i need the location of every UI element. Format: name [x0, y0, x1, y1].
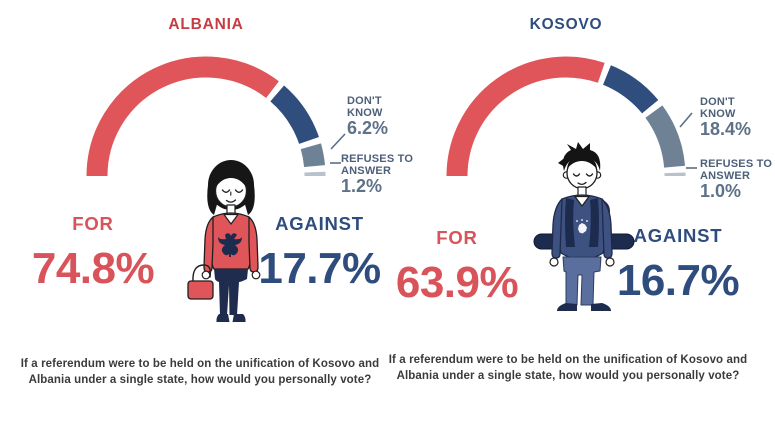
kosovo-dont-know-callout: DON'T KNOW 18.4%: [700, 96, 752, 139]
kosovo-gauge-chart: [446, 56, 697, 177]
kosovo-man-character-illustration: [533, 142, 635, 311]
albania-dont-know-leader-line: [330, 133, 346, 150]
for-label: FOR: [436, 227, 478, 248]
albania-for-block: FOR 74.8%: [18, 213, 168, 294]
refuses-label: ANSWER: [341, 164, 392, 177]
gauge-segment-for: [446, 56, 605, 177]
backpack-strap: [565, 198, 575, 247]
for-value: 63.9%: [395, 258, 519, 307]
kosovo-question-text: If a referendum were to be held on the u…: [388, 354, 748, 382]
for-value: 74.8%: [31, 244, 155, 293]
against-value: 17.7%: [258, 244, 381, 293]
gauge-segment-against: [270, 85, 319, 145]
albania-question-text: If a referendum were to be held on the u…: [20, 358, 380, 386]
kosovo-refuses-callout: REFUSES TO ANSWER 1.0%: [700, 158, 773, 201]
albania-title: ALBANIA: [168, 16, 244, 33]
refuses-value: 1.0%: [700, 181, 742, 201]
dont-know-label: KNOW: [700, 107, 736, 120]
albania-against-block: AGAINST 17.7%: [252, 213, 387, 294]
refuses-value: 1.2%: [341, 176, 383, 196]
against-label: AGAINST: [275, 213, 364, 234]
gauge-segment-for: [86, 56, 279, 177]
gauge-segment-against: [602, 65, 659, 114]
albanian-eagle-emblem: [218, 233, 242, 257]
kosovo-dont-know-leader-line: [679, 112, 693, 128]
kosovo-title: KOSOVO: [529, 16, 603, 33]
backpack-strap: [589, 198, 599, 247]
refuses-label: ANSWER: [700, 169, 751, 182]
dont-know-label: KNOW: [347, 106, 383, 119]
kosovo-map-graphic: [578, 223, 587, 234]
dont-know-label: DON'T: [700, 96, 735, 108]
for-label: FOR: [72, 213, 114, 234]
gauge-segment-don-t-know: [300, 143, 325, 168]
albania-dont-know-callout: DON'T KNOW 6.2%: [347, 95, 389, 138]
against-value: 16.7%: [616, 256, 740, 305]
gauge-segment-don-t-know: [645, 105, 686, 168]
albania-woman-character-illustration: [187, 160, 261, 322]
kosovo-for-block: FOR 63.9%: [382, 227, 532, 308]
albania-gauge-chart: [86, 56, 346, 177]
against-label: AGAINST: [633, 225, 723, 246]
dont-know-value: 18.4%: [700, 119, 752, 139]
red-handbag: [187, 280, 214, 300]
dont-know-value: 6.2%: [347, 118, 389, 138]
kosovo-against-block: AGAINST 16.7%: [608, 225, 748, 306]
refuses-label: REFUSES TO: [700, 158, 773, 170]
refuses-label: REFUSES TO: [341, 153, 414, 165]
albania-refuses-callout: REFUSES TO ANSWER 1.2%: [341, 153, 414, 196]
dont-know-label: DON'T: [347, 95, 382, 107]
